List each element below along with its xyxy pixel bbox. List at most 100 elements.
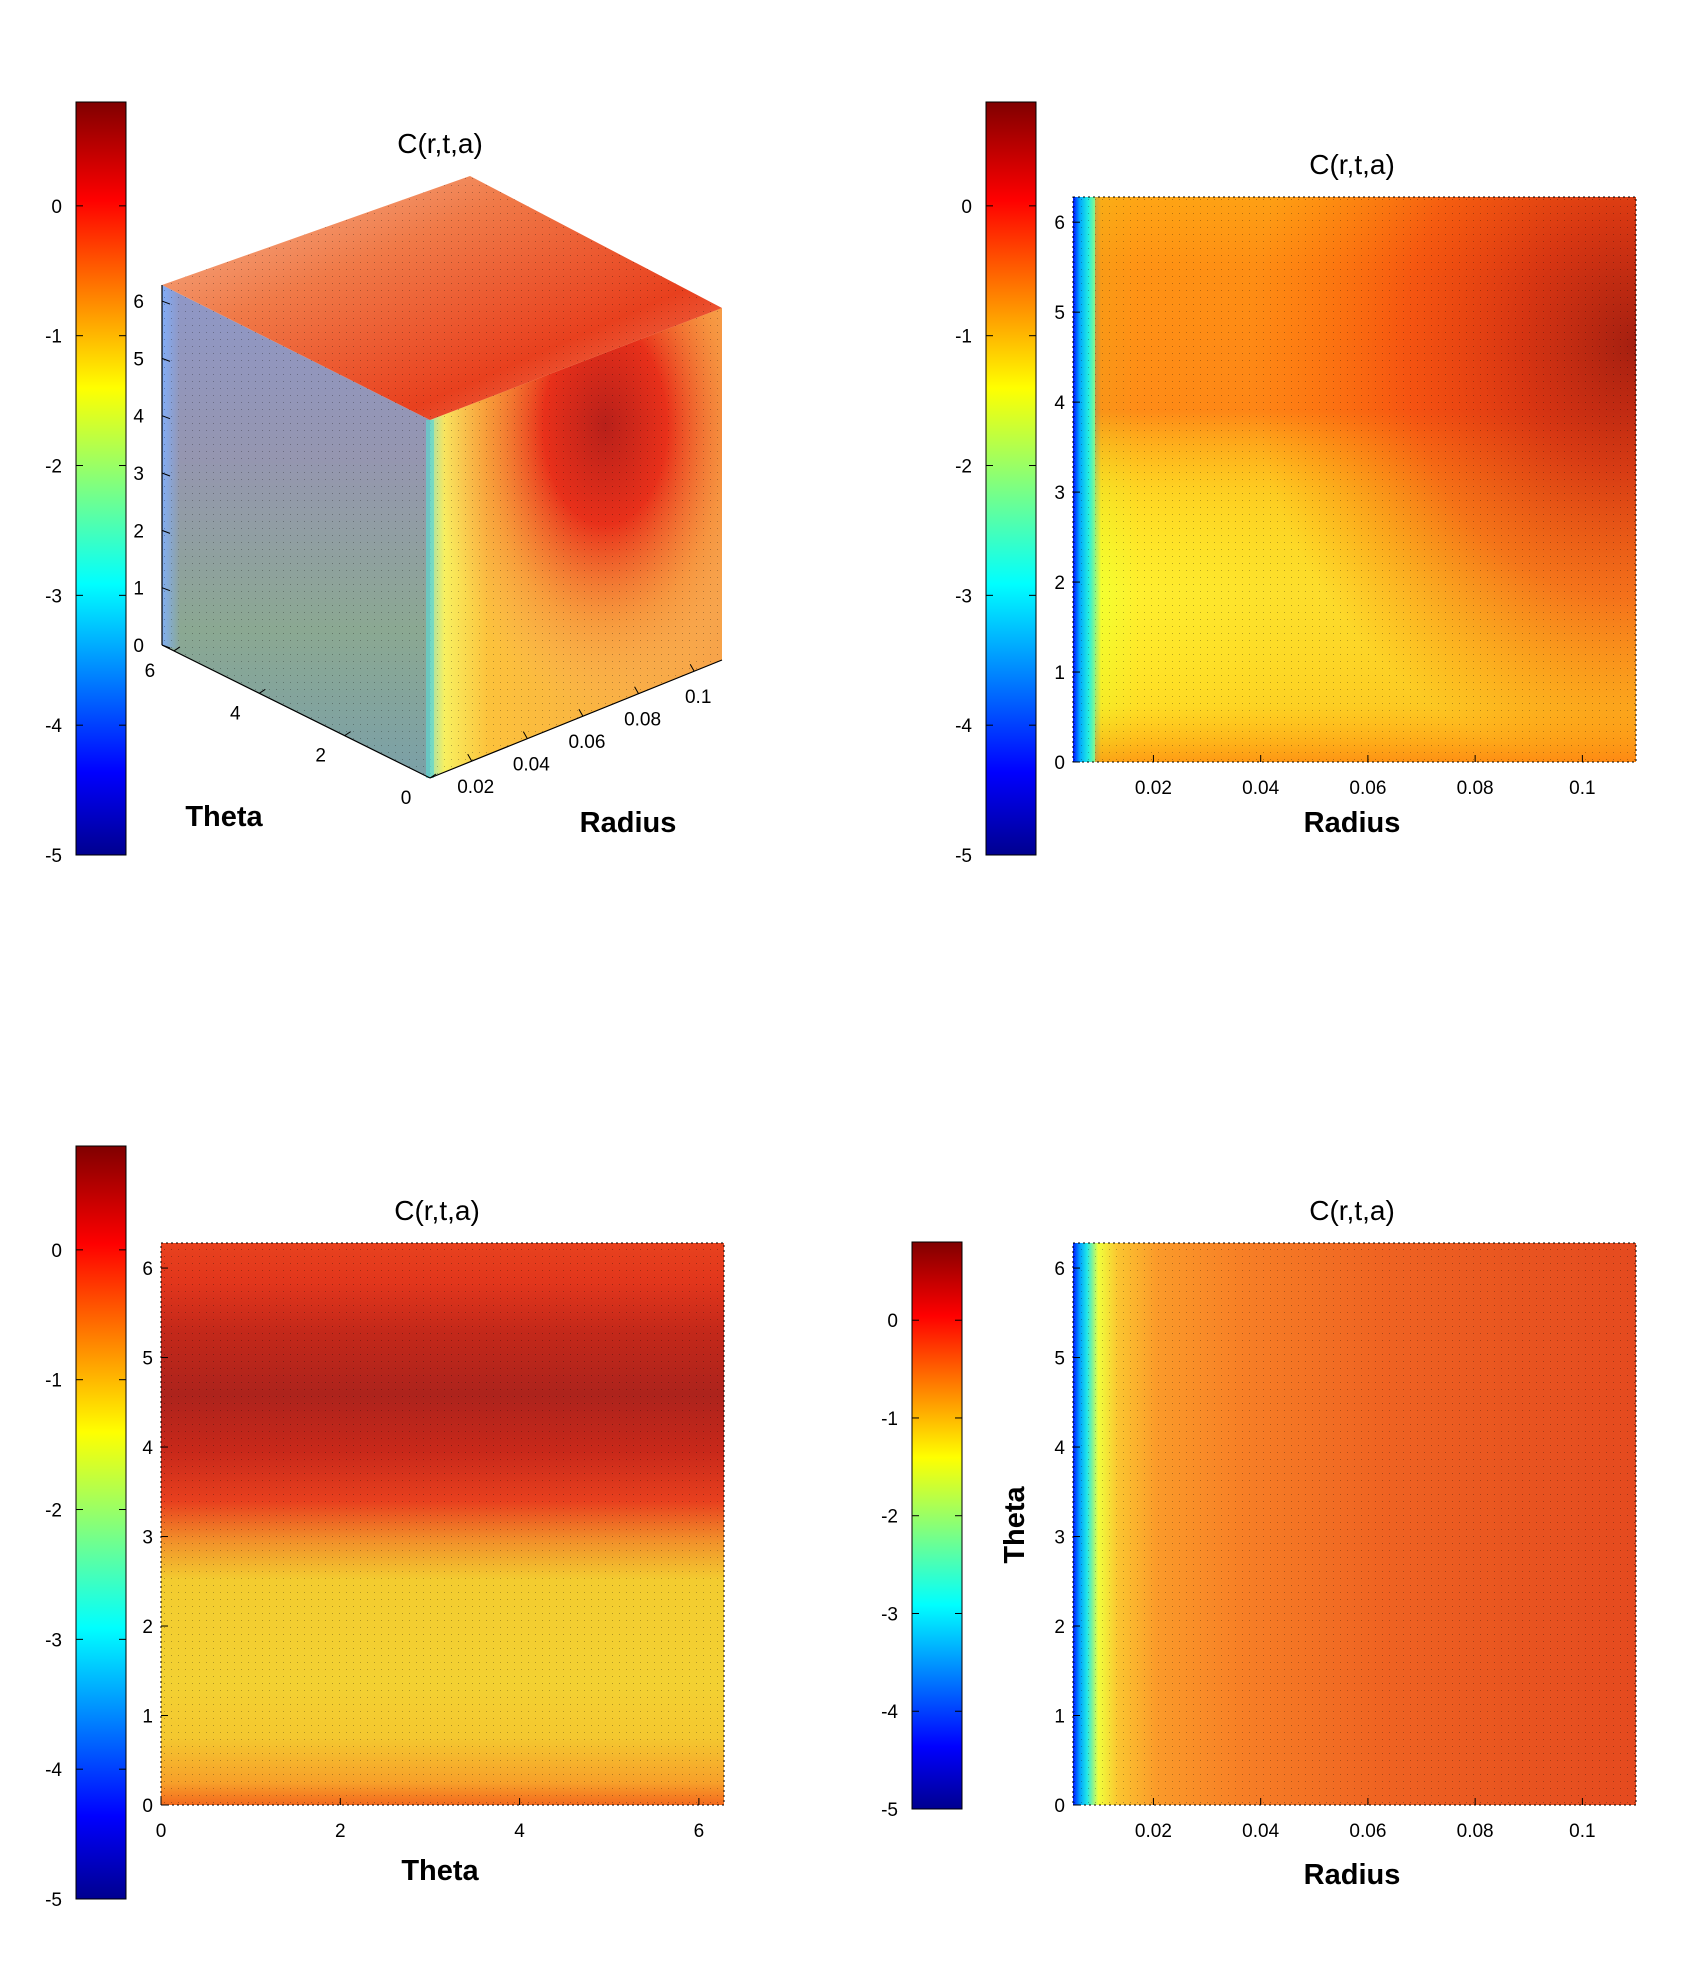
panel-1-title: C(r,t,a): [397, 128, 483, 159]
x-tick-label: 0.06: [1349, 1821, 1386, 1842]
colorbar-tick-label: -1: [881, 1409, 898, 1430]
x-tick-label: 0.1: [1569, 1821, 1595, 1842]
x-tick-label: 0.02: [1135, 1821, 1172, 1842]
panel-1-cube-left-dots: [162, 285, 430, 778]
colorbar-tick-label: -1: [45, 1371, 62, 1392]
panel-2-colorbar: [985, 101, 1037, 856]
z-tick-mark: [161, 300, 171, 305]
colorbar-tick-label: -2: [881, 1507, 898, 1528]
colorbar-tick-label: -4: [955, 716, 972, 737]
panel-3: C(r,t,a) 0 -1 -2 -3 -4 -5 0 2 4 6 0 1 2 3 4 5 6 Theta: [45, 1145, 725, 1911]
y-tick-label: 5: [1054, 1349, 1065, 1370]
panel-1-y-axis: [161, 644, 431, 779]
z-tick-label: 4: [133, 407, 144, 428]
panel-2-heatmap-dots: [1073, 197, 1636, 762]
radius-tick-mark: [634, 686, 640, 694]
colorbar-tick-label: -4: [45, 1760, 62, 1781]
colorbar-tick-label: -1: [955, 327, 972, 348]
panel-2-colorbar-ticks: 0 -1 -2 -3 -4 -5: [955, 197, 1036, 867]
panel-4-axes-box: [1072, 1242, 1637, 1806]
panel-1-cube-right-dots: [430, 308, 722, 778]
panel-3-axes-box: [160, 1242, 725, 1806]
y-tick-label: 3: [142, 1528, 153, 1549]
x-tick-label: 0.04: [1242, 778, 1279, 799]
x-tick-label: 0.1: [1569, 778, 1595, 799]
panel-4-colorbar-ticks: 0 -1 -2 -3 -4 -5: [881, 1311, 962, 1821]
panel-1-x-axis: [429, 659, 723, 779]
panel-2-axes-box: [1072, 196, 1637, 763]
panel-3-colorbar: [75, 1145, 127, 1900]
panel-4-title: C(r,t,a): [1309, 1195, 1395, 1226]
colorbar-tick-label: -4: [45, 716, 62, 737]
panel-1-xlabel: Radius: [580, 807, 677, 839]
panel-1: C(r,t,a) 0-1-2-3-4-5 012345602460.020.04…: [45, 101, 723, 867]
colorbar-tick-label: -3: [45, 1630, 62, 1651]
y-tick-label: 2: [1054, 1617, 1065, 1638]
z-tick-label: 3: [133, 464, 144, 485]
z-tick-mark: [161, 357, 171, 362]
panel-3-colorbar-ticks: 0 -1 -2 -3 -4 -5: [45, 1241, 126, 1911]
y-tick-label: 5: [142, 1349, 153, 1370]
z-tick-label: 2: [133, 521, 144, 542]
y-tick-label: 0: [142, 1796, 153, 1817]
colorbar-tick-label: -5: [45, 1890, 62, 1911]
radius-tick-label: 0.08: [624, 710, 661, 731]
panel-2: C(r,t,a) 0 -1 -2 -3 -4 -5 0.02 0.04 0.06 0.08 0.1…: [955, 101, 1637, 867]
panel-3-title: C(r,t,a): [394, 1195, 480, 1226]
z-tick-mark: [161, 587, 171, 592]
radius-tick-label: 0.06: [568, 732, 605, 753]
y-tick-label: 4: [1054, 1438, 1065, 1459]
panel-1-cube-top-dots: [162, 176, 722, 420]
theta-tick-mark: [173, 646, 181, 652]
colorbar-tick-label: 0: [887, 1311, 898, 1332]
y-tick-label: 2: [1054, 573, 1065, 594]
x-tick-label: 0.08: [1457, 778, 1494, 799]
z-tick-label: 1: [133, 579, 144, 600]
panel-2-title: C(r,t,a): [1309, 149, 1395, 180]
z-tick-label: 0: [133, 636, 144, 657]
theta-tick-mark: [259, 688, 266, 694]
radius-tick-mark: [578, 708, 584, 717]
y-tick-label: 1: [1054, 663, 1065, 684]
radius-tick-mark: [467, 753, 473, 762]
panel-4-colorbar: [911, 1241, 963, 1810]
colorbar-tick-label: 0: [51, 197, 62, 218]
colorbar-tick-label: -4: [881, 1702, 898, 1723]
panel-4-ylabel: Theta: [999, 1485, 1031, 1563]
y-tick-label: 2: [142, 1617, 153, 1638]
theta-tick-label: 2: [315, 746, 326, 767]
y-tick-label: 4: [1054, 393, 1065, 414]
y-tick-label: 3: [1054, 1528, 1065, 1549]
panel-1-colorbar-ticks: 0 -1 -2 -3 -4 -5: [45, 197, 126, 867]
y-tick-label: 4: [142, 1438, 153, 1459]
theta-tick-label: 0: [401, 788, 412, 809]
z-tick-label: 6: [133, 292, 144, 313]
panel-3-xlabel: Theta: [401, 1855, 479, 1887]
z-tick-mark: [161, 644, 171, 649]
theta-tick-mark: [344, 731, 351, 737]
radius-tick-mark: [522, 731, 528, 739]
x-tick-label: 6: [694, 1821, 705, 1842]
x-tick-label: 0: [156, 1821, 167, 1842]
x-tick-label: 0.02: [1135, 778, 1172, 799]
theta-tick-mark: [429, 773, 437, 779]
colorbar-tick-label: -1: [45, 327, 62, 348]
colorbar-tick-label: 0: [51, 1241, 62, 1262]
colorbar-tick-label: -2: [955, 457, 972, 478]
y-tick-label: 6: [142, 1259, 153, 1280]
y-tick-label: 3: [1054, 483, 1065, 504]
y-tick-label: 6: [1054, 213, 1065, 234]
y-tick-label: 0: [1054, 1796, 1065, 1817]
panel-3-ticks: 0 2 4 6 0 1 2 3 4 5 6: [142, 1259, 704, 1842]
z-tick-mark: [161, 529, 171, 534]
x-tick-label: 0.04: [1242, 1821, 1279, 1842]
panel-4-ticks: 0.02 0.04 0.06 0.08 0.1 0 1 2 3 4 5 6: [1054, 1259, 1595, 1842]
y-tick-label: 5: [1054, 303, 1065, 324]
colorbar-tick-label: -3: [881, 1604, 898, 1625]
panel-1-colorbar: [75, 101, 127, 856]
x-tick-label: 4: [514, 1821, 525, 1842]
theta-tick-label: 6: [145, 661, 156, 682]
z-tick-label: 5: [133, 349, 144, 370]
